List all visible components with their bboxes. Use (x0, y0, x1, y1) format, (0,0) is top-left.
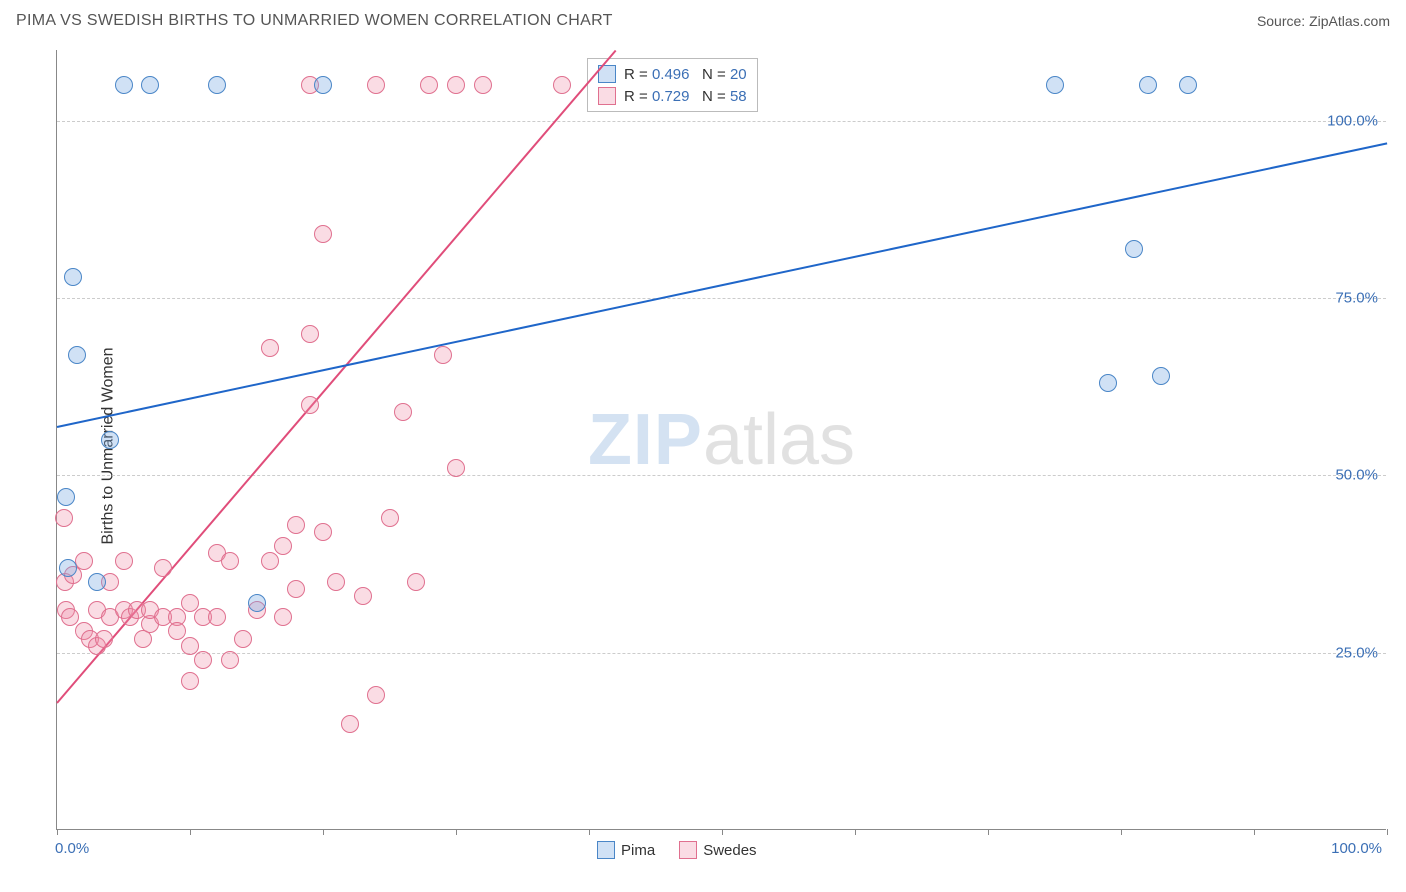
x-tick-label-left: 0.0% (55, 840, 89, 857)
data-point (261, 339, 279, 357)
data-point (474, 76, 492, 94)
x-tick (589, 829, 590, 835)
x-tick (722, 829, 723, 835)
data-point (274, 608, 292, 626)
data-point (301, 396, 319, 414)
data-point (314, 76, 332, 94)
data-point (208, 608, 226, 626)
data-point (115, 552, 133, 570)
data-point (248, 594, 266, 612)
data-point (59, 559, 77, 577)
data-point (1152, 367, 1170, 385)
data-point (208, 76, 226, 94)
x-tick (1387, 829, 1388, 835)
legend-item: Swedes (679, 841, 756, 859)
data-point (1099, 374, 1117, 392)
data-point (367, 76, 385, 94)
series-legend: Pima Swedes (597, 841, 757, 859)
legend-label: Pima (621, 842, 655, 859)
x-tick (855, 829, 856, 835)
data-point (314, 225, 332, 243)
data-point (301, 325, 319, 343)
legend-label: Swedes (703, 842, 756, 859)
data-point (221, 651, 239, 669)
trendline (57, 142, 1387, 428)
stats-legend: R = 0.496 N = 20 R = 0.729 N = 58 (587, 58, 758, 112)
legend-swatch (597, 841, 615, 859)
x-tick (190, 829, 191, 835)
gridline (57, 121, 1386, 122)
data-point (181, 637, 199, 655)
data-point (314, 523, 332, 541)
y-tick-label: 50.0% (1335, 467, 1378, 484)
data-point (420, 76, 438, 94)
data-point (64, 268, 82, 286)
data-point (181, 594, 199, 612)
watermark: ZIPatlas (588, 399, 855, 481)
stats-legend-row: R = 0.496 N = 20 (598, 63, 747, 85)
data-point (194, 651, 212, 669)
data-point (407, 573, 425, 591)
x-tick (1254, 829, 1255, 835)
data-point (447, 459, 465, 477)
x-tick (456, 829, 457, 835)
data-point (1046, 76, 1064, 94)
legend-swatch (679, 841, 697, 859)
x-tick (57, 829, 58, 835)
data-point (55, 509, 73, 527)
y-tick-label: 75.0% (1335, 290, 1378, 307)
legend-swatch (598, 87, 616, 105)
data-point (327, 573, 345, 591)
data-point (287, 580, 305, 598)
data-point (181, 672, 199, 690)
plot-area: ZIPatlas R = 0.496 N = 20 R = 0.729 N = 5… (56, 50, 1386, 830)
data-point (221, 552, 239, 570)
stats-legend-row: R = 0.729 N = 58 (598, 85, 747, 107)
y-tick-label: 25.0% (1335, 644, 1378, 661)
data-point (141, 76, 159, 94)
data-point (68, 346, 86, 364)
data-point (154, 559, 172, 577)
y-tick-label: 100.0% (1327, 112, 1378, 129)
stats-text: R = 0.496 N = 20 (624, 66, 747, 83)
data-point (168, 622, 186, 640)
stats-text: R = 0.729 N = 58 (624, 88, 747, 105)
data-point (553, 76, 571, 94)
gridline (57, 298, 1386, 299)
data-point (354, 587, 372, 605)
data-point (434, 346, 452, 364)
data-point (88, 573, 106, 591)
x-tick (323, 829, 324, 835)
x-tick (1121, 829, 1122, 835)
data-point (287, 516, 305, 534)
data-point (95, 630, 113, 648)
gridline (57, 653, 1386, 654)
x-tick-label-right: 100.0% (1331, 840, 1382, 857)
data-point (1139, 76, 1157, 94)
data-point (115, 76, 133, 94)
watermark-atlas: atlas (703, 400, 855, 480)
data-point (1179, 76, 1197, 94)
watermark-zip: ZIP (588, 400, 703, 480)
data-point (261, 552, 279, 570)
data-point (447, 76, 465, 94)
data-point (75, 552, 93, 570)
x-tick (988, 829, 989, 835)
data-point (101, 431, 119, 449)
data-point (394, 403, 412, 421)
data-point (1125, 240, 1143, 258)
data-point (57, 488, 75, 506)
gridline (57, 475, 1386, 476)
data-point (61, 608, 79, 626)
data-point (367, 686, 385, 704)
data-point (234, 630, 252, 648)
legend-item: Pima (597, 841, 655, 859)
chart-title: PIMA VS SWEDISH BIRTHS TO UNMARRIED WOME… (16, 12, 613, 30)
data-point (274, 537, 292, 555)
data-point (341, 715, 359, 733)
data-point (381, 509, 399, 527)
source-attribution: Source: ZipAtlas.com (1257, 13, 1390, 29)
